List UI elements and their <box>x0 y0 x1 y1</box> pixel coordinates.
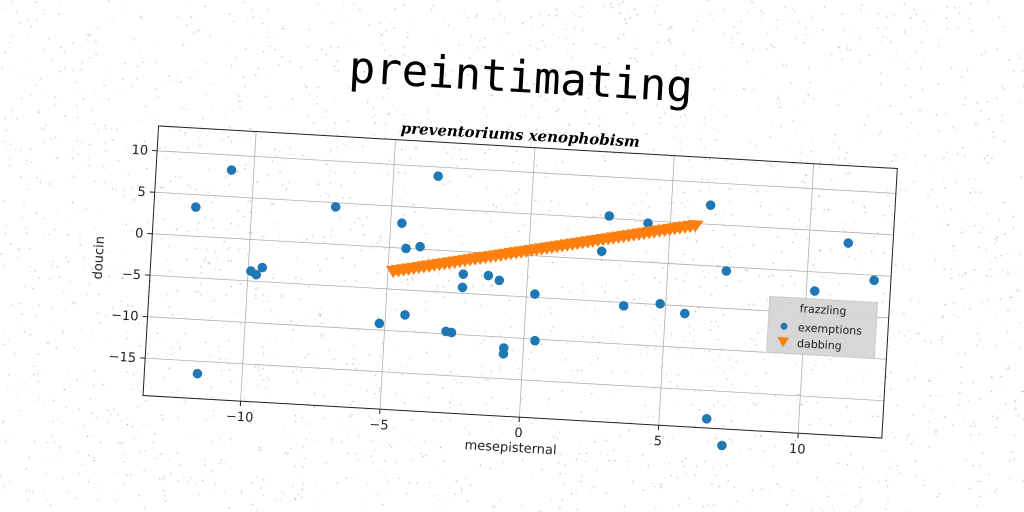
point-exemptions <box>869 275 879 286</box>
legend-box <box>766 295 879 360</box>
point-exemptions <box>397 218 407 228</box>
point-exemptions <box>701 414 712 424</box>
y-tick-label: −15 <box>108 350 136 367</box>
point-exemptions <box>655 299 665 309</box>
x-grid-line <box>518 147 536 418</box>
point-exemptions <box>433 171 443 181</box>
point-exemptions <box>257 262 268 273</box>
axes-frame <box>142 125 898 439</box>
point-exemptions <box>401 243 411 254</box>
ticks: −10 −5 0 5 10 10 5 0 −5 −10 −15 <box>108 143 806 458</box>
point-exemptions <box>400 310 410 320</box>
legend-marker-dabbing <box>777 336 790 348</box>
y-tick-label: 10 <box>131 143 148 159</box>
point-exemptions <box>498 349 509 359</box>
x-tick-label: 0 <box>514 426 523 441</box>
point-exemptions <box>446 327 457 338</box>
point-exemptions <box>530 335 540 346</box>
point-exemptions <box>596 246 607 257</box>
point-exemptions <box>483 270 494 281</box>
point-exemptions <box>374 318 385 329</box>
legend-title: frazzling <box>799 302 846 318</box>
y-grid-line <box>154 191 894 236</box>
point-exemptions <box>604 211 615 221</box>
data-marks <box>191 165 879 451</box>
y-tick-label: 0 <box>135 226 144 241</box>
point-exemptions <box>679 308 690 319</box>
y-grid-line <box>147 316 887 360</box>
point-exemptions <box>494 275 505 286</box>
point-exemptions <box>721 266 732 276</box>
x-grid-line <box>240 131 257 402</box>
legend-label-exemptions: exemptions <box>798 321 863 338</box>
x-axis-label: mesepisternal <box>464 438 557 458</box>
x-tick-label: 10 <box>789 442 806 458</box>
x-tick-label: −10 <box>226 409 254 426</box>
x-grid-line <box>658 155 675 426</box>
x-grid-line <box>379 139 396 410</box>
point-exemptions <box>717 440 727 451</box>
grid <box>145 131 896 434</box>
point-exemptions <box>458 269 469 279</box>
y-tick-label: −10 <box>111 308 139 325</box>
legend-label-dabbing: dabbing <box>797 337 842 353</box>
point-exemptions <box>643 218 653 229</box>
point-exemptions <box>415 241 425 252</box>
point-exemptions <box>457 282 468 293</box>
point-exemptions <box>843 238 854 248</box>
y-tick-label: −5 <box>121 267 141 283</box>
y-grid-line <box>149 274 889 319</box>
point-exemptions <box>192 368 203 379</box>
point-exemptions <box>705 200 716 210</box>
point-exemptions <box>618 301 629 311</box>
point-exemptions <box>530 289 540 299</box>
point-exemptions <box>809 286 820 296</box>
y-axis-label: doucin <box>91 236 108 280</box>
y-grid-line <box>157 150 896 194</box>
point-exemptions <box>330 202 341 212</box>
legend: frazzling exemptions dabbing <box>766 295 879 360</box>
x-tick-label: −5 <box>369 418 389 434</box>
y-tick-label: 5 <box>137 185 146 200</box>
point-exemptions <box>251 269 262 280</box>
point-dabbing <box>687 219 704 233</box>
point-exemptions <box>226 165 237 175</box>
point-exemptions <box>191 202 201 212</box>
legend-marker-exemptions <box>780 322 788 330</box>
x-tick-label: 5 <box>653 434 662 449</box>
y-grid-line <box>145 357 884 402</box>
